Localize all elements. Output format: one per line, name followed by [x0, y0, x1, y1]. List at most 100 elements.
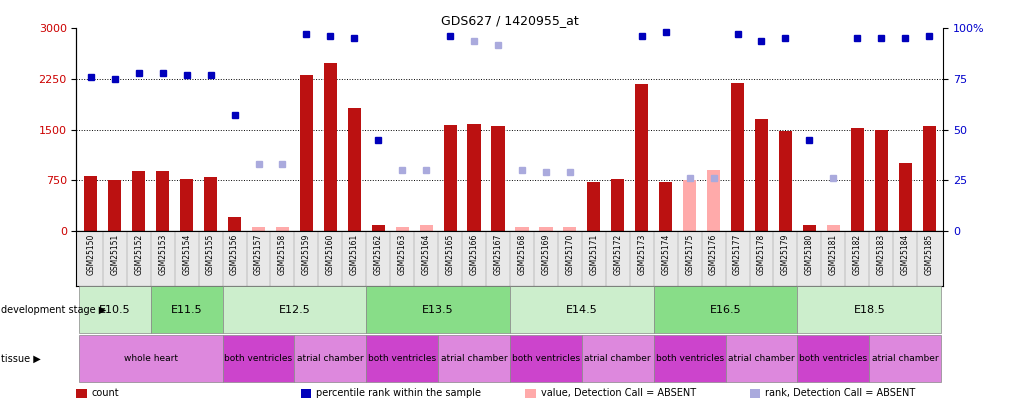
Text: GSM25160: GSM25160	[325, 234, 334, 275]
Text: GSM25154: GSM25154	[182, 234, 191, 275]
Bar	[275, 227, 288, 231]
Bar	[366, 335, 438, 382]
Text: GSM25167: GSM25167	[493, 234, 502, 275]
Text: both ventricles: both ventricles	[655, 354, 722, 363]
Bar	[132, 171, 146, 231]
Text: GSM25163: GSM25163	[397, 234, 407, 275]
Bar	[371, 226, 384, 231]
Text: count: count	[92, 388, 119, 398]
Bar	[725, 335, 797, 382]
Bar	[658, 181, 672, 231]
Bar	[562, 227, 576, 231]
Bar	[653, 286, 797, 333]
Text: GSM25185: GSM25185	[923, 234, 932, 275]
Bar	[300, 75, 313, 231]
Text: GSM25183: GSM25183	[876, 234, 884, 275]
Bar	[294, 335, 366, 382]
Bar	[921, 126, 934, 231]
Text: GSM25179: GSM25179	[781, 234, 789, 275]
Bar	[366, 286, 510, 333]
Bar	[587, 181, 600, 231]
Text: GSM25172: GSM25172	[612, 234, 622, 275]
Bar	[610, 179, 624, 231]
Bar	[515, 227, 528, 231]
Bar	[898, 163, 911, 231]
Text: E11.5: E11.5	[171, 305, 203, 315]
Text: GSM25161: GSM25161	[350, 234, 359, 275]
Bar	[731, 83, 744, 231]
Text: GSM25165: GSM25165	[445, 234, 454, 275]
Text: development stage ▶: development stage ▶	[1, 305, 106, 315]
Text: tissue ▶: tissue ▶	[1, 354, 41, 363]
Bar	[779, 131, 791, 231]
Text: percentile rank within the sample: percentile rank within the sample	[316, 388, 481, 398]
Bar	[151, 286, 222, 333]
Text: GSM25150: GSM25150	[87, 234, 96, 275]
Text: atrial chamber: atrial chamber	[440, 354, 506, 363]
Bar	[868, 335, 941, 382]
Text: both ventricles: both ventricles	[799, 354, 866, 363]
Text: GSM25152: GSM25152	[135, 234, 143, 275]
Bar	[222, 335, 294, 382]
Bar	[653, 335, 725, 382]
Text: GSM25182: GSM25182	[852, 234, 861, 275]
Bar	[850, 128, 863, 231]
Bar	[510, 335, 581, 382]
Text: GSM25153: GSM25153	[158, 234, 167, 275]
Bar	[826, 226, 839, 231]
Bar	[347, 108, 361, 231]
Text: atrial chamber: atrial chamber	[728, 354, 794, 363]
Text: atrial chamber: atrial chamber	[871, 354, 937, 363]
Bar	[78, 335, 222, 382]
Text: E12.5: E12.5	[278, 305, 310, 315]
Text: E14.5: E14.5	[566, 305, 597, 315]
Text: GSM25184: GSM25184	[900, 234, 909, 275]
Bar	[467, 124, 480, 231]
Bar	[873, 130, 887, 231]
Text: GSM25174: GSM25174	[660, 234, 669, 275]
Bar	[635, 84, 648, 231]
Bar	[797, 286, 941, 333]
Text: GSM25180: GSM25180	[804, 234, 813, 275]
Text: whole heart: whole heart	[123, 354, 177, 363]
Text: E16.5: E16.5	[709, 305, 741, 315]
Text: both ventricles: both ventricles	[224, 354, 292, 363]
Text: GSM25156: GSM25156	[230, 234, 238, 275]
Text: E10.5: E10.5	[99, 305, 130, 315]
Bar	[180, 179, 193, 231]
Bar	[222, 286, 366, 333]
Text: GSM25166: GSM25166	[469, 234, 478, 275]
Text: GSM25155: GSM25155	[206, 234, 215, 275]
Bar	[754, 119, 767, 231]
Bar	[539, 227, 552, 231]
Bar	[419, 226, 432, 231]
Bar	[395, 227, 409, 231]
Bar	[706, 170, 719, 231]
Bar	[581, 335, 653, 382]
Bar	[443, 125, 457, 231]
Text: value, Detection Call = ABSENT: value, Detection Call = ABSENT	[540, 388, 695, 398]
Text: GSM25168: GSM25168	[517, 234, 526, 275]
Bar	[85, 175, 98, 231]
Text: GSM25151: GSM25151	[110, 234, 119, 275]
Text: GSM25175: GSM25175	[685, 234, 694, 275]
Text: GSM25159: GSM25159	[302, 234, 311, 275]
Text: GSM25171: GSM25171	[589, 234, 598, 275]
Text: atrial chamber: atrial chamber	[584, 354, 650, 363]
Bar	[252, 227, 265, 231]
Text: E13.5: E13.5	[422, 305, 453, 315]
Text: GSM25162: GSM25162	[373, 234, 382, 275]
Bar	[797, 335, 868, 382]
Bar	[156, 171, 169, 231]
Bar	[204, 177, 217, 231]
Bar	[108, 179, 121, 231]
Bar	[683, 180, 696, 231]
Text: both ventricles: both ventricles	[368, 354, 436, 363]
Text: rank, Detection Call = ABSENT: rank, Detection Call = ABSENT	[764, 388, 914, 398]
Text: GSM25177: GSM25177	[733, 234, 741, 275]
Text: GSM25181: GSM25181	[828, 234, 837, 275]
Text: GSM25173: GSM25173	[637, 234, 646, 275]
Text: GSM25169: GSM25169	[541, 234, 550, 275]
Bar	[802, 226, 815, 231]
Text: GSM25157: GSM25157	[254, 234, 263, 275]
